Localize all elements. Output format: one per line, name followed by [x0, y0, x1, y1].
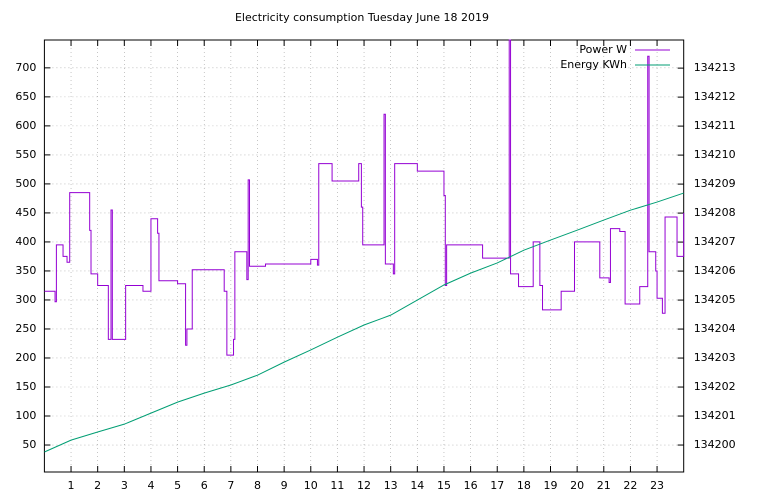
legend-label: Power W	[579, 43, 627, 56]
x-tick-label: 18	[517, 479, 531, 492]
y2-tick-label: 134205	[694, 293, 736, 306]
y-tick-label: 550	[15, 148, 36, 161]
chart-title: Electricity consumption Tuesday June 18 …	[235, 11, 489, 24]
legend-label: Energy KWh	[560, 58, 627, 71]
y-tick-label: 250	[15, 322, 36, 335]
x-tick-label: 2	[94, 479, 101, 492]
y-tick-label: 500	[15, 177, 36, 190]
x-tick-label: 15	[437, 479, 451, 492]
y2-tick-label: 134207	[694, 235, 736, 248]
x-tick-label: 8	[254, 479, 261, 492]
y2-tick-label: 134209	[694, 177, 736, 190]
x-tick-label: 13	[384, 479, 398, 492]
y-tick-label: 200	[15, 351, 36, 364]
x-tick-label: 7	[227, 479, 234, 492]
y2-tick-label: 134211	[694, 119, 736, 132]
x-tick-label: 21	[597, 479, 611, 492]
y-tick-label: 150	[15, 380, 36, 393]
y-tick-label: 50	[22, 438, 36, 451]
x-tick-label: 14	[410, 479, 424, 492]
x-tick-label: 22	[623, 479, 637, 492]
y-tick-label: 450	[15, 206, 36, 219]
x-tick-label: 19	[544, 479, 558, 492]
series-line	[44, 192, 684, 453]
x-tick-label: 20	[570, 479, 584, 492]
y2-tick-label: 134212	[694, 90, 736, 103]
y-tick-label: 100	[15, 409, 36, 422]
series-line	[44, 39, 685, 356]
x-tick-label: 3	[121, 479, 128, 492]
y-tick-label: 700	[15, 61, 36, 74]
x-tick-label: 1	[68, 479, 75, 492]
y2-tick-label: 134210	[694, 148, 736, 161]
y-tick-label: 350	[15, 264, 36, 277]
x-tick-label: 9	[281, 479, 288, 492]
y-tick-label: 650	[15, 90, 36, 103]
y2-tick-label: 134202	[694, 380, 736, 393]
y2-tick-label: 134208	[694, 206, 736, 219]
y2-tick-label: 134200	[694, 438, 736, 451]
x-tick-label: 12	[357, 479, 371, 492]
y2-tick-label: 134203	[694, 351, 736, 364]
y2-tick-label: 134204	[694, 322, 736, 335]
x-tick-label: 11	[330, 479, 344, 492]
y-tick-label: 300	[15, 293, 36, 306]
x-tick-label: 6	[201, 479, 208, 492]
y2-tick-label: 134206	[694, 264, 736, 277]
x-tick-label: 23	[650, 479, 664, 492]
x-tick-label: 4	[147, 479, 154, 492]
x-tick-label: 17	[490, 479, 504, 492]
x-tick-label: 10	[304, 479, 318, 492]
x-tick-label: 16	[464, 479, 478, 492]
y2-tick-label: 134213	[694, 61, 736, 74]
y2-tick-label: 134201	[694, 409, 736, 422]
y-tick-label: 600	[15, 119, 36, 132]
x-tick-label: 5	[174, 479, 181, 492]
y-tick-label: 400	[15, 235, 36, 248]
